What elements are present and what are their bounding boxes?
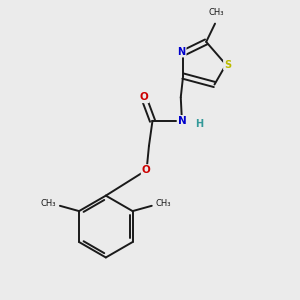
Text: CH₃: CH₃ [209,8,224,17]
Text: N: N [178,116,186,126]
Text: H: H [195,119,203,129]
Text: CH₃: CH₃ [155,199,171,208]
Text: N: N [178,47,186,57]
Text: S: S [224,60,231,70]
Text: O: O [140,92,148,102]
Text: O: O [142,165,150,175]
Text: CH₃: CH₃ [41,199,56,208]
